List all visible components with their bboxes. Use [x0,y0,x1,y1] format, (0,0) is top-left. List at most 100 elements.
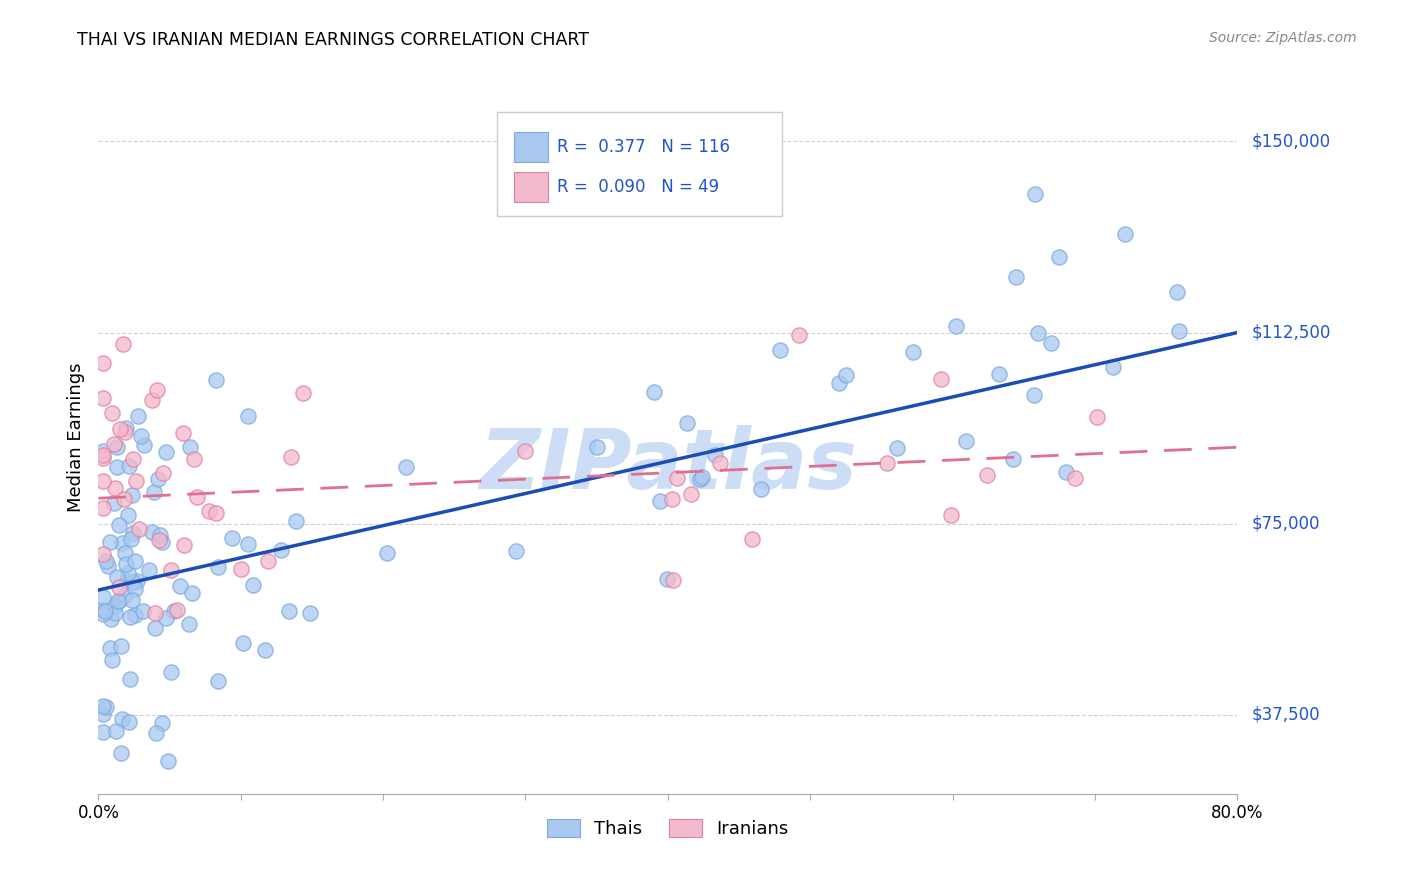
Point [505,543,527,558]
Point [205,373,228,387]
Point [91,547,114,561]
Point [395,460,418,475]
Point [114,425,136,439]
Point [955,434,977,448]
Point [91,590,114,604]
Point [976,468,998,483]
Point [120,672,142,686]
Point [665,471,688,485]
Point [108,518,131,533]
Point [703,449,725,463]
Point [1168,324,1191,338]
Point [91,607,114,622]
Point [97,558,120,573]
Point [121,592,143,607]
Point [1001,452,1024,467]
Point [114,421,136,435]
Point [298,606,321,620]
Point [94,699,117,714]
Point [107,580,129,594]
Point [91,698,114,713]
Point [177,616,200,631]
Point [146,472,169,486]
Point [221,531,243,545]
Point [145,725,167,739]
Point [104,599,127,613]
Point [643,384,665,399]
Text: $75,000: $75,000 [1251,515,1320,533]
FancyBboxPatch shape [515,171,548,202]
Point [134,438,156,452]
Point [236,409,259,424]
Point [142,485,165,500]
Y-axis label: Median Earnings: Median Earnings [66,362,84,512]
Point [257,554,280,568]
Point [689,472,711,486]
Point [141,392,163,407]
Point [98,640,121,655]
Point [1028,326,1050,341]
Point [114,588,136,602]
Point [124,607,146,622]
Point [709,456,731,470]
Point [377,546,399,560]
Point [1024,388,1046,402]
Point [105,723,128,738]
Point [1063,470,1085,484]
Point [277,604,299,618]
Point [91,450,114,465]
Point [179,440,201,454]
Point [121,488,143,502]
Point [108,592,131,607]
Point [146,383,169,397]
Point [152,466,174,480]
Point [129,429,152,443]
Point [741,532,763,546]
Point [110,639,132,653]
Point [122,575,145,590]
Point [662,574,685,588]
Point [148,533,170,547]
Point [124,474,146,488]
Point [118,715,141,730]
Point [107,594,129,608]
Point [124,554,146,568]
Point [661,491,683,506]
Point [103,436,125,450]
Point [181,586,204,600]
Point [127,409,149,423]
Point [1024,187,1046,202]
Point [749,482,772,496]
Point [118,610,141,624]
Point [690,470,713,484]
Point [117,566,139,581]
Point [166,603,188,617]
Point [886,442,908,456]
Point [232,636,254,650]
Point [183,452,205,467]
Point [155,445,177,459]
Point [229,562,252,576]
Point [110,422,132,436]
Point [827,376,849,391]
Point [681,487,703,501]
Point [91,391,114,405]
Text: $112,500: $112,500 [1251,324,1330,342]
Point [120,532,142,546]
Point [155,610,177,624]
Point [94,554,117,568]
Point [143,606,166,620]
Text: THAI VS IRANIAN MEDIAN EARNINGS CORRELATION CHART: THAI VS IRANIAN MEDIAN EARNINGS CORRELAT… [77,31,589,49]
Point [655,573,678,587]
Point [160,563,183,577]
Point [132,604,155,618]
Point [122,526,145,541]
Point [112,491,135,506]
Point [270,542,292,557]
Point [138,563,160,577]
Point [100,612,122,626]
Point [163,604,186,618]
Point [254,642,277,657]
Point [585,440,607,454]
Point [515,443,537,458]
